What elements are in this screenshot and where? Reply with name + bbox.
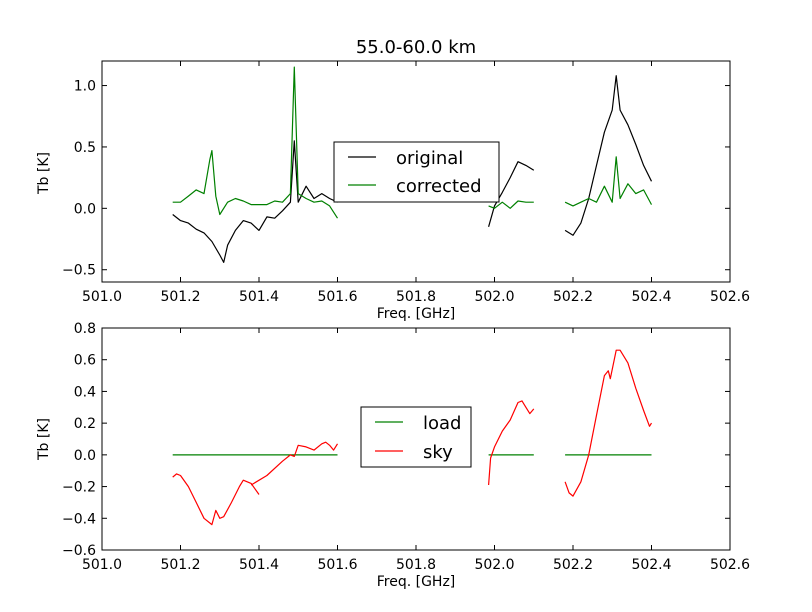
bottom-x-ticks: 501.0 501.2 501.4 501.6 501.8 502.0 502.2 502.4… bbox=[82, 328, 750, 573]
top-legend-label-corrected: corrected bbox=[396, 176, 482, 197]
bottom-x-tick-label: 501.6 bbox=[317, 557, 357, 573]
top-series-original-line bbox=[172, 140, 338, 263]
bottom-y-tick-label: 0.8 bbox=[74, 321, 96, 337]
bottom-x-tick-label: 501.8 bbox=[396, 557, 436, 573]
bottom-plot-border bbox=[101, 327, 731, 551]
top-x-tick-label: 501.8 bbox=[396, 289, 436, 305]
top-x-tick-label: 501.6 bbox=[317, 289, 357, 305]
bottom-series-sky-line bbox=[564, 349, 653, 497]
top-x-tick-label: 501.4 bbox=[239, 289, 279, 305]
bottom-series-sky-line bbox=[488, 400, 535, 486]
bottom-y-tick-label: 0.6 bbox=[74, 353, 96, 369]
bottom-x-tick-label: 502.2 bbox=[553, 557, 593, 573]
bottom-y-axis-label: Tb [K] bbox=[36, 418, 52, 461]
top-y-ticks: −0.5 0.0 0.5 1.0 bbox=[62, 79, 730, 279]
top-y-tick-label: 0.0 bbox=[74, 201, 96, 217]
top-series-original-line bbox=[564, 75, 653, 236]
bottom-x-axis-label: Freq. [GHz] bbox=[377, 574, 456, 590]
bottom-series-sky-line bbox=[250, 441, 339, 486]
top-series-lines bbox=[172, 66, 653, 263]
top-x-tick-label: 501.0 bbox=[82, 289, 122, 305]
top-x-tick-label: 502.6 bbox=[710, 289, 750, 305]
top-legend: original corrected bbox=[333, 141, 500, 203]
top-series-original-line bbox=[488, 161, 535, 227]
bottom-x-tick-label: 502.0 bbox=[474, 557, 514, 573]
top-panel: 501.0 501.2 501.4 501.6 501.8 502.0 502.2 502.4… bbox=[36, 60, 750, 322]
top-x-axis-label: Freq. [GHz] bbox=[377, 306, 456, 322]
bottom-y-tick-label: −0.4 bbox=[62, 511, 96, 527]
top-series-corrected-line bbox=[488, 200, 534, 209]
bottom-panel: 501.0 501.2 501.4 501.6 501.8 502.0 502.2 502.4… bbox=[36, 321, 750, 590]
bottom-legend-box bbox=[360, 406, 472, 468]
bottom-y-tick-label: 0.0 bbox=[74, 448, 96, 464]
top-y-tick-label: 1.0 bbox=[74, 79, 96, 95]
bottom-x-tick-label: 502.4 bbox=[631, 557, 671, 573]
top-x-tick-label: 502.4 bbox=[631, 289, 671, 305]
bottom-x-tick-label: 501.0 bbox=[82, 557, 122, 573]
top-y-tick-label: 0.5 bbox=[74, 140, 96, 156]
top-x-tick-label: 501.2 bbox=[160, 289, 200, 305]
top-x-tick-label: 502.0 bbox=[474, 289, 514, 305]
bottom-y-tick-label: −0.2 bbox=[62, 480, 96, 496]
bottom-series-sky-line bbox=[172, 473, 260, 526]
bottom-series-lines bbox=[172, 349, 653, 526]
bottom-y-tick-label: 0.2 bbox=[74, 416, 96, 432]
top-y-axis-label: Tb [K] bbox=[36, 152, 52, 195]
figure-title: 55.0-60.0 km bbox=[356, 37, 476, 58]
bottom-x-tick-label: 502.6 bbox=[710, 557, 750, 573]
top-plot-border bbox=[101, 60, 731, 283]
bottom-legend: load sky bbox=[360, 406, 472, 468]
bottom-legend-label-load: load bbox=[423, 413, 461, 434]
top-series-corrected-line bbox=[564, 156, 653, 207]
top-x-ticks: 501.0 501.2 501.4 501.6 501.8 502.0 502.2 502.4… bbox=[82, 61, 750, 305]
top-series-corrected-line bbox=[172, 66, 339, 219]
bottom-x-tick-label: 501.2 bbox=[160, 557, 200, 573]
bottom-legend-label-sky: sky bbox=[423, 442, 453, 463]
bottom-x-tick-label: 501.4 bbox=[239, 557, 279, 573]
bottom-y-tick-label: 0.4 bbox=[74, 384, 96, 400]
top-y-tick-label: −0.5 bbox=[62, 263, 96, 279]
bottom-y-ticks: −0.6 −0.4 −0.2 0.0 0.2 0.4 0.6 0.8 bbox=[62, 321, 730, 559]
top-legend-label-original: original bbox=[396, 148, 463, 169]
top-legend-box bbox=[333, 141, 500, 203]
top-x-tick-label: 502.2 bbox=[553, 289, 593, 305]
bottom-y-tick-label: −0.6 bbox=[62, 543, 96, 559]
